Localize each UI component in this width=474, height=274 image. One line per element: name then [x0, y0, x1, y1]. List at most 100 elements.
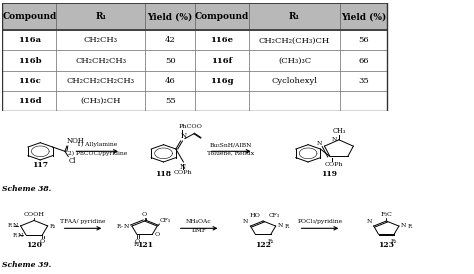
Bar	[340, 3, 387, 30]
Text: (CH₃)₂CH: (CH₃)₂CH	[81, 97, 121, 105]
Bar	[146, 3, 195, 30]
Bar	[195, 50, 249, 71]
Text: O: O	[154, 232, 159, 237]
Text: Compound: Compound	[195, 12, 249, 21]
Text: 56: 56	[358, 36, 369, 44]
Bar	[249, 30, 340, 50]
Text: CF₃: CF₃	[160, 218, 171, 224]
Bar	[146, 71, 195, 91]
Text: 122: 122	[255, 241, 271, 249]
Text: R₁: R₁	[134, 242, 140, 247]
Text: 55: 55	[165, 97, 175, 105]
Bar	[2, 3, 56, 30]
Text: 116a: 116a	[18, 36, 41, 44]
Text: N: N	[366, 219, 372, 224]
Text: Bu₃SnH/AIBN: Bu₃SnH/AIBN	[210, 142, 252, 147]
Bar	[249, 71, 340, 91]
Text: R: R	[13, 233, 17, 238]
Text: COPh: COPh	[173, 170, 192, 175]
Text: Cyclohexyl: Cyclohexyl	[272, 77, 318, 85]
Bar	[195, 30, 249, 50]
Text: N: N	[278, 223, 283, 228]
Text: R₁: R₁	[391, 239, 397, 244]
Text: HO: HO	[249, 213, 260, 218]
Text: R₁: R₁	[50, 224, 56, 229]
Bar	[340, 71, 387, 91]
Text: 123: 123	[378, 241, 394, 249]
Text: N: N	[180, 163, 186, 172]
Text: Yield (%): Yield (%)	[341, 12, 386, 21]
Text: 1) Allylamine: 1) Allylamine	[77, 142, 117, 147]
Bar	[56, 91, 146, 111]
Bar	[56, 30, 146, 50]
Text: CH₂CH₂(CH₃)CH: CH₂CH₂(CH₃)CH	[259, 36, 330, 44]
Text: 66: 66	[358, 56, 369, 65]
Text: 117: 117	[32, 161, 48, 169]
Text: CH₂CH₂CH₂CH₃: CH₂CH₂CH₂CH₃	[67, 77, 135, 85]
Text: N: N	[18, 233, 23, 238]
Text: Yield (%): Yield (%)	[147, 12, 193, 21]
Text: 42: 42	[165, 36, 175, 44]
Text: TFAA/ pyridine: TFAA/ pyridine	[60, 219, 106, 224]
Text: R₁: R₁	[268, 239, 274, 244]
Text: O: O	[142, 212, 147, 217]
Bar	[56, 50, 146, 71]
Text: Scheme 39.: Scheme 39.	[2, 261, 52, 269]
Text: (CH₃)₃C: (CH₃)₃C	[278, 56, 311, 65]
Bar	[146, 91, 195, 111]
Text: 116b: 116b	[18, 56, 41, 65]
Text: N: N	[243, 219, 248, 224]
Text: R: R	[8, 223, 12, 228]
Bar	[2, 50, 56, 71]
Text: 116d: 116d	[18, 97, 41, 105]
Text: 118: 118	[155, 170, 172, 178]
Text: N: N	[332, 137, 337, 142]
Text: PhCOO: PhCOO	[178, 124, 202, 129]
Text: CH₂CH₂CH₃: CH₂CH₂CH₃	[75, 56, 127, 65]
Text: DMF: DMF	[191, 228, 207, 233]
Text: N: N	[401, 223, 406, 228]
Text: CF₃: CF₃	[269, 213, 280, 218]
Text: Toluene, Reflux: Toluene, Reflux	[207, 151, 255, 156]
Text: O: O	[40, 239, 45, 244]
Text: NH₄OAc: NH₄OAc	[186, 219, 212, 224]
Bar	[195, 71, 249, 91]
Bar	[195, 91, 249, 111]
Bar	[2, 30, 56, 50]
Bar	[249, 3, 340, 30]
Bar	[195, 3, 249, 30]
Bar	[56, 71, 146, 91]
Text: N: N	[317, 141, 323, 146]
Text: COPh: COPh	[325, 162, 343, 167]
Bar	[249, 50, 340, 71]
Bar	[340, 91, 387, 111]
Bar	[146, 30, 195, 50]
Bar	[2, 91, 56, 111]
Text: R₁: R₁	[95, 12, 107, 21]
Text: CH₃: CH₃	[332, 127, 346, 135]
Text: 35: 35	[358, 77, 369, 85]
Text: F₃C: F₃C	[380, 212, 392, 217]
Bar	[146, 50, 195, 71]
Text: 116e: 116e	[210, 36, 233, 44]
Text: R: R	[408, 224, 411, 229]
Text: N: N	[12, 223, 18, 228]
Text: 116c: 116c	[18, 77, 41, 85]
Text: 119: 119	[321, 170, 337, 178]
Bar	[2, 71, 56, 91]
Text: Cl: Cl	[69, 157, 76, 165]
Text: O: O	[134, 239, 139, 244]
Text: R₁: R₁	[289, 12, 300, 21]
Text: Scheme 38.: Scheme 38.	[2, 185, 52, 193]
Text: 121: 121	[137, 241, 153, 249]
Text: 50: 50	[165, 56, 175, 65]
Text: 2) PhCOCl/pyridine: 2) PhCOCl/pyridine	[67, 151, 127, 156]
Text: R: R	[284, 224, 288, 229]
Text: Compound: Compound	[2, 12, 56, 21]
Bar	[340, 50, 387, 71]
Text: N: N	[181, 132, 187, 140]
Text: 116g: 116g	[210, 77, 234, 85]
Text: 46: 46	[165, 77, 175, 85]
Text: 116f: 116f	[211, 56, 232, 65]
Bar	[249, 91, 340, 111]
